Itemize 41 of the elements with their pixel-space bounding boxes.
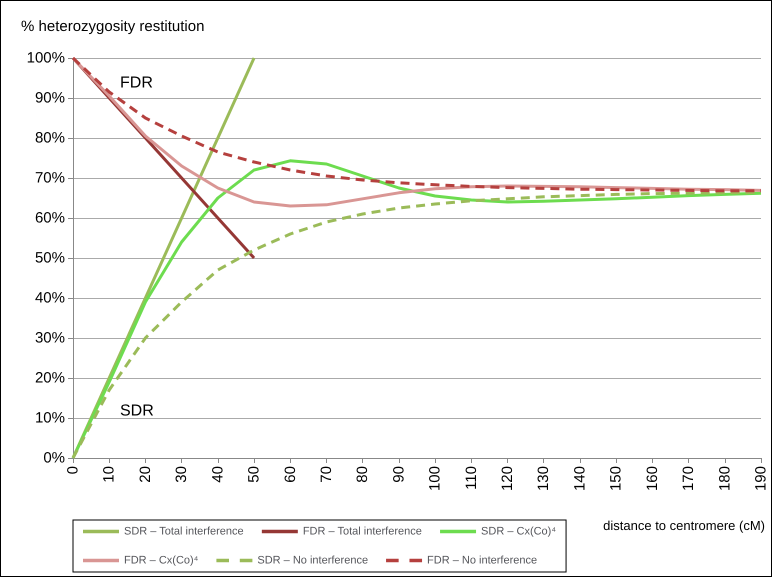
- legend-label: SDR – Cx(Co)⁴: [481, 526, 556, 538]
- x-tick-label: 130: [535, 466, 552, 492]
- legend-label: FDR – Cx(Co)⁴: [124, 554, 199, 566]
- x-tick-label: 190: [752, 466, 770, 492]
- x-tick-label: 30: [173, 466, 190, 483]
- y-tick-label: 70%: [34, 170, 65, 186]
- x-tick-label: 0: [64, 466, 82, 474]
- legend-label: SDR – Total interference: [124, 526, 244, 538]
- annotation: SDR: [120, 402, 154, 420]
- x-tick-label: 110: [462, 466, 480, 490]
- x-tick-label: 40: [209, 466, 226, 483]
- x-tick-label: 180: [716, 466, 734, 492]
- y-tick-label: 60%: [34, 210, 65, 226]
- y-tick-label: 40%: [34, 290, 65, 306]
- x-tick-label: 50: [246, 466, 263, 483]
- y-tick-label: 90%: [34, 90, 65, 106]
- y-tick-label: 20%: [34, 370, 65, 386]
- y-tick-label: 30%: [34, 330, 65, 346]
- legend-label: FDR – Total interference: [302, 526, 422, 538]
- x-tick-label: 150: [608, 466, 625, 492]
- x-tick-label: 140: [571, 466, 588, 492]
- y-tick-label: 50%: [34, 250, 65, 266]
- x-axis-title: distance to centromere (cM): [603, 518, 766, 533]
- legend-label: SDR – No interference: [257, 554, 368, 566]
- x-tick-label: 90: [390, 466, 408, 483]
- x-tick-label: 160: [644, 466, 661, 492]
- y-axis-title: % heterozygosity restitution: [21, 18, 204, 35]
- y-tick-label: 100%: [26, 50, 65, 66]
- x-tick-label: 120: [499, 466, 516, 492]
- x-tick-label: 60: [282, 466, 299, 483]
- x-tick-label: 70: [318, 466, 335, 483]
- y-tick-label: 80%: [34, 130, 65, 146]
- legend-label: FDR – No interference: [427, 554, 538, 566]
- x-tick-label: 100: [426, 466, 444, 492]
- y-tick-label: 10%: [34, 410, 65, 426]
- annotation: FDR: [120, 74, 153, 92]
- x-tick-label: 80: [354, 466, 372, 483]
- x-tick-label: 170: [680, 466, 698, 492]
- x-tick-label: 20: [136, 466, 154, 483]
- x-tick-label: 10: [100, 466, 118, 483]
- y-tick-label: 0%: [43, 450, 65, 466]
